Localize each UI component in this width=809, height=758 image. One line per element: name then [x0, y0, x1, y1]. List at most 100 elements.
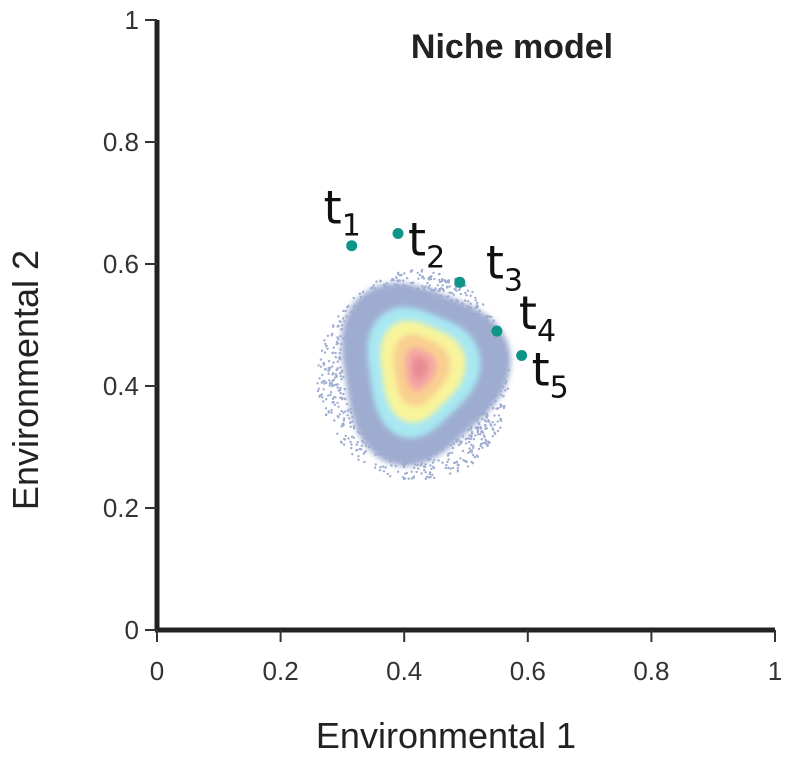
density-sample-dot	[496, 420, 499, 423]
density-sample-dot	[456, 469, 459, 472]
density-sample-dot	[486, 414, 489, 417]
density-sample-dot	[324, 368, 327, 371]
density-sample-dot	[503, 405, 506, 408]
density-sample-dot	[497, 407, 500, 410]
density-sample-dot	[499, 426, 502, 429]
density-sample-dot	[361, 290, 365, 294]
density-sample-dot	[447, 458, 450, 461]
density-level-5	[412, 357, 428, 380]
density-sample-dot	[426, 281, 429, 285]
density-sample-dot	[430, 467, 433, 471]
density-sample-dot	[466, 289, 470, 292]
x-tick-label: 0.8	[633, 656, 669, 686]
density-sample-dot	[476, 301, 479, 305]
density-sample-dot	[322, 388, 325, 391]
density-sample-dot	[490, 315, 493, 319]
density-sample-dot	[339, 366, 342, 369]
density-sample-dot	[398, 279, 401, 282]
density-sample-dot	[492, 428, 495, 431]
density-sample-dot	[340, 409, 343, 413]
density-sample-dot	[472, 438, 476, 441]
density-sample-dot	[438, 280, 442, 284]
density-sample-dot	[451, 451, 454, 454]
density-sample-dot	[379, 465, 382, 469]
density-sample-dot	[316, 382, 319, 385]
density-sample-dot	[343, 397, 346, 400]
density-sample-dot	[358, 292, 361, 295]
density-sample-dot	[394, 465, 398, 468]
density-sample-dot	[479, 432, 482, 436]
density-sample-dot	[379, 279, 382, 282]
density-sample-dot	[382, 470, 386, 473]
y-tick-label: 0.2	[103, 493, 139, 523]
density-sample-dot	[449, 467, 452, 470]
density-sample-dot	[470, 451, 474, 454]
density-sample-dot	[344, 434, 347, 438]
density-sample-dot	[473, 455, 476, 459]
density-sample-dot	[481, 303, 485, 306]
density-sample-dot	[429, 464, 432, 467]
density-sample-dot	[403, 272, 406, 275]
density-sample-dot	[484, 425, 487, 428]
density-sample-dot	[327, 410, 330, 413]
density-sample-dot	[330, 382, 333, 385]
density-sample-dot	[337, 416, 340, 419]
density-sample-dot	[336, 342, 339, 345]
density-sample-dot	[360, 444, 364, 447]
density-sample-dot	[364, 450, 367, 453]
density-sample-dot	[467, 300, 470, 303]
density-sample-dot	[396, 470, 400, 473]
density-sample-dot	[397, 271, 400, 274]
density-cloud	[316, 268, 511, 481]
density-sample-dot	[454, 461, 457, 464]
density-sample-dot	[485, 416, 488, 419]
density-sample-dot	[447, 279, 451, 282]
density-sample-dot	[428, 472, 431, 476]
density-sample-dot	[485, 427, 488, 430]
density-sample-dot	[420, 472, 423, 475]
point-label-t2: t2	[408, 213, 445, 276]
density-sample-dot	[335, 368, 338, 372]
density-sample-dot	[342, 417, 346, 420]
point-label-main: t	[408, 213, 426, 267]
density-sample-dot	[461, 449, 465, 453]
density-sample-dot	[422, 277, 426, 280]
density-sample-dot	[474, 434, 477, 437]
density-sample-dot	[428, 284, 431, 287]
density-sample-dot	[321, 380, 324, 383]
density-sample-dot	[340, 425, 343, 428]
density-sample-dot	[327, 359, 331, 363]
density-sample-dot	[444, 466, 447, 470]
density-sample-dot	[406, 276, 409, 280]
density-sample-dot	[443, 279, 446, 282]
density-sample-dot	[327, 369, 330, 372]
density-sample-dot	[415, 470, 418, 474]
density-sample-dot	[484, 442, 487, 445]
point-t3	[454, 276, 466, 288]
density-sample-dot	[316, 389, 320, 393]
density-sample-dot	[338, 413, 342, 416]
y-tick-label: 0.6	[103, 249, 139, 279]
density-sample-dot	[318, 377, 321, 380]
density-sample-dot	[447, 466, 450, 469]
density-sample-dot	[504, 389, 507, 392]
density-sample-dot	[325, 345, 328, 348]
density-sample-dot	[474, 296, 477, 300]
density-sample-dot	[402, 465, 406, 469]
density-sample-dot	[338, 372, 341, 375]
ticks: 0 0.2 0.4 0.6 0.8 1 0 0.2 0.4 0.6 0.8 1	[103, 5, 782, 686]
density-sample-dot	[441, 461, 444, 464]
point-label-subscript: 5	[550, 371, 569, 406]
density-sample-dot	[455, 289, 458, 292]
density-sample-dot	[337, 315, 340, 318]
density-sample-dot	[451, 446, 455, 450]
density-sample-dot	[430, 275, 433, 278]
density-sample-dot	[417, 277, 420, 280]
density-sample-dot	[327, 366, 330, 370]
density-sample-dot	[454, 286, 458, 289]
density-sample-dot	[472, 453, 475, 457]
density-sample-dot	[469, 294, 472, 297]
density-sample-dot	[338, 356, 341, 359]
density-sample-dot	[416, 271, 419, 275]
